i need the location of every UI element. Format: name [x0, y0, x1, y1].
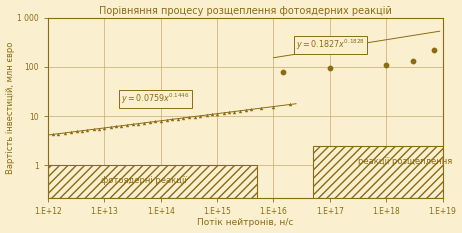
X-axis label: Потік нейтронів, н/с: Потік нейтронів, н/с: [197, 219, 293, 227]
Point: [55, 132, 62, 136]
Point: [213, 112, 221, 116]
Y-axis label: Вартість інвестицій, млн євро: Вартість інвестицій, млн євро: [6, 41, 15, 174]
Point: [242, 108, 249, 112]
Title: Порівняння процесу розщеплення фотоядерних реакцій: Порівняння процесу розщеплення фотоядерн…: [99, 6, 392, 16]
Point: [79, 129, 86, 133]
Bar: [48, 165, 256, 198]
Point: [164, 118, 171, 122]
Point: [174, 117, 182, 120]
Point: [225, 110, 232, 114]
Point: [129, 123, 137, 126]
Point: [112, 125, 120, 128]
Point: [118, 124, 125, 128]
Point: [231, 110, 238, 113]
Point: [61, 131, 69, 135]
Point: [84, 128, 91, 132]
Point: [326, 66, 334, 70]
Point: [287, 103, 294, 106]
Point: [73, 130, 80, 133]
Point: [383, 63, 390, 67]
Point: [123, 123, 131, 127]
Text: фотоядерні реакції: фотоядерні реакції: [101, 176, 187, 185]
Point: [146, 120, 154, 124]
Point: [236, 109, 243, 113]
Point: [191, 115, 198, 118]
Point: [196, 114, 204, 118]
Point: [95, 127, 103, 130]
Point: [101, 126, 108, 130]
Point: [157, 119, 164, 123]
Bar: [313, 146, 443, 198]
Point: [152, 120, 159, 123]
Point: [270, 105, 277, 108]
Point: [220, 111, 227, 115]
Text: $y = 0.0759x^{0.1446}$: $y = 0.0759x^{0.1446}$: [122, 92, 190, 106]
Point: [247, 108, 255, 111]
Point: [208, 113, 215, 116]
Point: [49, 133, 56, 136]
Point: [107, 125, 115, 129]
Point: [409, 59, 417, 63]
Point: [67, 130, 74, 134]
Point: [90, 127, 97, 131]
Point: [140, 121, 147, 125]
Point: [135, 122, 142, 126]
Point: [203, 113, 210, 117]
Point: [180, 116, 187, 120]
Point: [186, 115, 193, 119]
Text: реакції розщеплення: реакції розщеплення: [359, 157, 453, 166]
Point: [169, 117, 176, 121]
Point: [430, 48, 438, 52]
Text: $y = 0.1827x^{0.1828}$: $y = 0.1827x^{0.1828}$: [296, 38, 365, 52]
Point: [257, 106, 265, 110]
Point: [280, 70, 287, 74]
